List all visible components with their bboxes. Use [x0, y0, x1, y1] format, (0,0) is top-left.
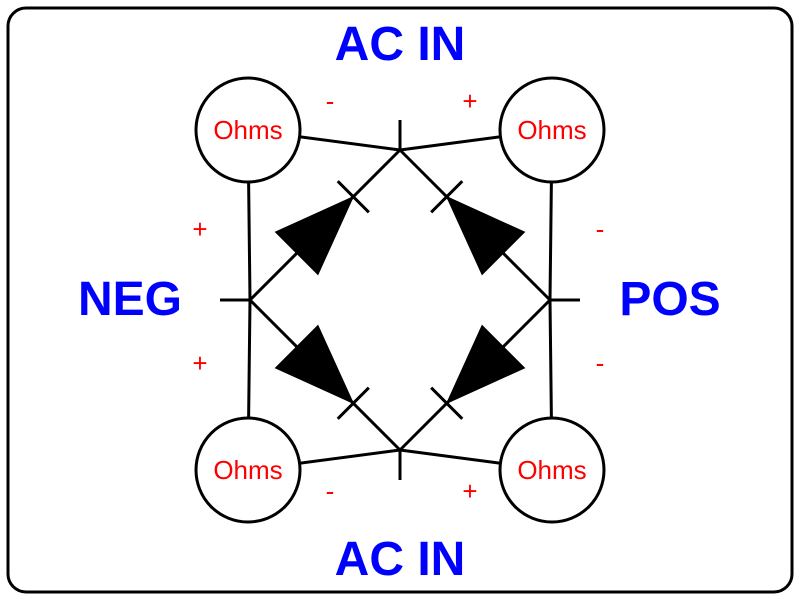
ohmmeter-label: Ohms	[517, 455, 586, 485]
label-ac-in-bottom: AC IN	[335, 533, 466, 586]
polarity-mark: -	[326, 476, 335, 506]
ohmmeter-label: Ohms	[213, 115, 282, 145]
polarity-mark: -	[596, 348, 605, 378]
polarity-mark: +	[192, 214, 207, 244]
label-pos: POS	[619, 273, 720, 326]
polarity-mark: +	[462, 86, 477, 116]
polarity-mark: +	[192, 348, 207, 378]
label-ac-in-top: AC IN	[335, 18, 466, 71]
polarity-mark: +	[462, 476, 477, 506]
polarity-mark: -	[596, 214, 605, 244]
ohmmeter-label: Ohms	[213, 455, 282, 485]
polarity-mark: -	[326, 86, 335, 116]
label-neg: NEG	[78, 273, 182, 326]
ohmmeter-label: Ohms	[517, 115, 586, 145]
